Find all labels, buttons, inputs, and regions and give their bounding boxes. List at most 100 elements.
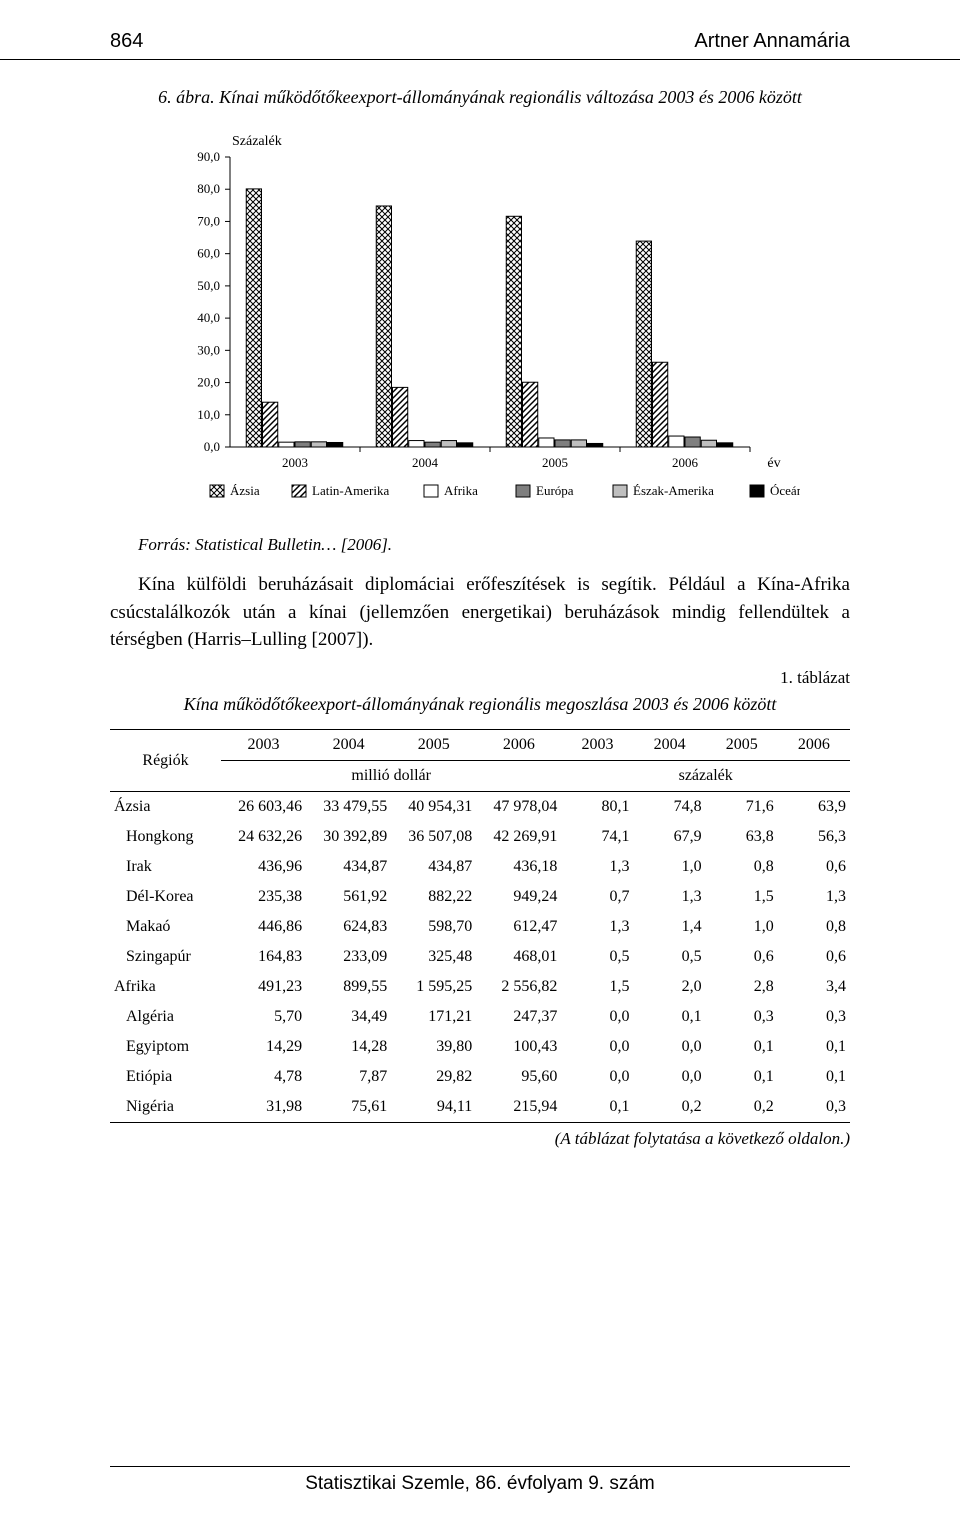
bar xyxy=(588,444,603,448)
cell-value: 0,6 xyxy=(778,852,850,882)
svg-text:50,0: 50,0 xyxy=(197,278,220,293)
col-header-year: 2003 xyxy=(561,730,633,761)
figure-number: 6. ábra. xyxy=(158,87,215,107)
table-row: Etiópia4,787,8729,8295,600,00,00,10,1 xyxy=(110,1062,850,1092)
svg-text:20,0: 20,0 xyxy=(197,375,220,390)
cell-value: 598,70 xyxy=(391,912,476,942)
cell-value: 74,8 xyxy=(634,792,706,823)
row-name: Makaó xyxy=(110,912,221,942)
cell-value: 1,3 xyxy=(561,912,633,942)
cell-value: 0,7 xyxy=(561,882,633,912)
cell-value: 0,1 xyxy=(634,1002,706,1032)
cell-value: 5,70 xyxy=(221,1002,306,1032)
cell-value: 71,6 xyxy=(706,792,778,823)
cell-value: 4,78 xyxy=(221,1062,306,1092)
cell-value: 0,0 xyxy=(634,1062,706,1092)
cell-value: 0,5 xyxy=(561,942,633,972)
cell-value: 1,0 xyxy=(706,912,778,942)
cell-value: 882,22 xyxy=(391,882,476,912)
cell-value: 0,2 xyxy=(634,1092,706,1123)
cell-value: 247,37 xyxy=(476,1002,561,1032)
svg-text:70,0: 70,0 xyxy=(197,214,220,229)
cell-value: 0,0 xyxy=(634,1032,706,1062)
cell-value: 0,6 xyxy=(778,942,850,972)
legend-label: Óceánia xyxy=(770,483,800,498)
legend-swatch xyxy=(516,485,530,497)
row-name: Egyiptom xyxy=(110,1032,221,1062)
cell-value: 36 507,08 xyxy=(391,822,476,852)
cell-value: 215,94 xyxy=(476,1092,561,1123)
cell-value: 171,21 xyxy=(391,1002,476,1032)
cell-value: 0,5 xyxy=(634,942,706,972)
table-row: Nigéria31,9875,6194,11215,940,10,20,20,3 xyxy=(110,1092,850,1123)
col-header-year: 2006 xyxy=(476,730,561,761)
cell-value: 233,09 xyxy=(306,942,391,972)
cell-value: 47 978,04 xyxy=(476,792,561,823)
cell-value: 468,01 xyxy=(476,942,561,972)
cell-value: 63,8 xyxy=(706,822,778,852)
svg-text:80,0: 80,0 xyxy=(197,182,220,197)
cell-value: 1,5 xyxy=(706,882,778,912)
svg-text:2003: 2003 xyxy=(282,455,308,470)
cell-value: 0,0 xyxy=(561,1002,633,1032)
bar xyxy=(523,383,538,448)
bar xyxy=(506,217,521,448)
table-body: Ázsia26 603,4633 479,5540 954,3147 978,0… xyxy=(110,792,850,1123)
svg-text:90,0: 90,0 xyxy=(197,149,220,164)
svg-text:2005: 2005 xyxy=(542,455,568,470)
cell-value: 949,24 xyxy=(476,882,561,912)
col-header-year: 2005 xyxy=(706,730,778,761)
svg-text:Százalék: Százalék xyxy=(232,134,282,149)
table-row: Egyiptom14,2914,2839,80100,430,00,00,10,… xyxy=(110,1032,850,1062)
svg-text:60,0: 60,0 xyxy=(197,246,220,261)
legend-label: Afrika xyxy=(444,483,478,498)
row-name: Ázsia xyxy=(110,792,221,823)
figure-title-text: Kínai működőtőkeexport-állományának regi… xyxy=(219,87,802,107)
table-title: Kína működőtőkeexport-állományának regio… xyxy=(110,694,850,715)
cell-value: 14,29 xyxy=(221,1032,306,1062)
cell-value: 436,18 xyxy=(476,852,561,882)
bar xyxy=(539,438,554,447)
cell-value: 95,60 xyxy=(476,1062,561,1092)
bar xyxy=(669,436,684,447)
row-name: Dél-Korea xyxy=(110,882,221,912)
bar xyxy=(279,443,294,448)
table-row: Makaó446,86624,83598,70612,471,31,41,00,… xyxy=(110,912,850,942)
cell-value: 0,1 xyxy=(778,1032,850,1062)
bar xyxy=(263,403,278,448)
table-continuation-note: (A táblázat folytatása a következő oldal… xyxy=(110,1129,850,1149)
cell-value: 0,1 xyxy=(706,1032,778,1062)
cell-value: 63,9 xyxy=(778,792,850,823)
figure-source: Forrás: Statistical Bulletin… [2006]. xyxy=(110,535,850,555)
cell-value: 1,0 xyxy=(634,852,706,882)
figure-caption: 6. ábra. Kínai működőtőkeexport-állomány… xyxy=(110,86,850,109)
chart-container: 0,010,020,030,040,050,060,070,080,090,0S… xyxy=(160,127,800,527)
col-header-year: 2003 xyxy=(221,730,306,761)
cell-value: 0,0 xyxy=(561,1032,633,1062)
cell-value: 80,1 xyxy=(561,792,633,823)
header-author: Artner Annamária xyxy=(694,30,850,53)
col-header-year: 2004 xyxy=(306,730,391,761)
bar xyxy=(636,241,651,447)
legend-swatch xyxy=(210,485,224,497)
cell-value: 1,3 xyxy=(778,882,850,912)
col-header-year: 2006 xyxy=(778,730,850,761)
svg-text:40,0: 40,0 xyxy=(197,311,220,326)
col-header-region: Régiók xyxy=(110,730,221,792)
row-name: Afrika xyxy=(110,972,221,1002)
table-row: Szingapúr164,83233,09325,48468,010,50,50… xyxy=(110,942,850,972)
cell-value: 0,3 xyxy=(778,1002,850,1032)
cell-value: 26 603,46 xyxy=(221,792,306,823)
cell-value: 56,3 xyxy=(778,822,850,852)
cell-value: 436,96 xyxy=(221,852,306,882)
svg-text:2004: 2004 xyxy=(412,455,439,470)
cell-value: 612,47 xyxy=(476,912,561,942)
legend-swatch xyxy=(750,485,764,497)
bar xyxy=(718,443,733,447)
table-row: Irak436,96434,87434,87436,181,31,00,80,6 xyxy=(110,852,850,882)
cell-value: 14,28 xyxy=(306,1032,391,1062)
bar xyxy=(441,441,456,447)
cell-value: 434,87 xyxy=(391,852,476,882)
data-table: Régiók 2003 2004 2005 2006 2003 2004 200… xyxy=(110,729,850,1123)
cell-value: 100,43 xyxy=(476,1032,561,1062)
